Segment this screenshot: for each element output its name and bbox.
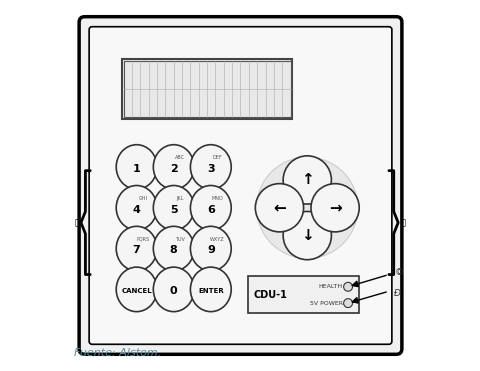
Text: ↑: ↑ — [300, 173, 313, 187]
Bar — [247, 276, 359, 313]
Text: CDU-1: CDU-1 — [252, 290, 287, 300]
Text: 3: 3 — [206, 164, 214, 174]
Text: ←: ← — [273, 200, 285, 215]
Text: CANCEL: CANCEL — [121, 288, 152, 294]
Ellipse shape — [116, 186, 156, 230]
Text: ↓: ↓ — [300, 228, 313, 243]
Circle shape — [343, 299, 352, 308]
FancyBboxPatch shape — [89, 27, 391, 344]
Text: →: → — [328, 200, 341, 215]
Text: 5V POWER: 5V POWER — [309, 301, 342, 306]
Bar — [121, 59, 292, 119]
Text: ©: © — [394, 268, 403, 277]
Text: 1: 1 — [132, 164, 140, 174]
Circle shape — [255, 184, 303, 232]
Ellipse shape — [153, 267, 194, 312]
Text: 9: 9 — [206, 246, 214, 255]
Text: 6: 6 — [206, 205, 214, 214]
Ellipse shape — [153, 226, 194, 271]
Bar — [123, 61, 290, 117]
Ellipse shape — [153, 186, 194, 230]
Text: 4: 4 — [132, 205, 140, 214]
Text: Ⓐ: Ⓐ — [74, 218, 80, 227]
Ellipse shape — [116, 145, 156, 189]
Circle shape — [343, 282, 352, 291]
Text: Fuente: Alstom.: Fuente: Alstom. — [73, 348, 160, 358]
Circle shape — [283, 211, 331, 260]
Text: JKL: JKL — [176, 196, 184, 201]
Text: WXYZ: WXYZ — [210, 237, 224, 242]
Text: MNO: MNO — [211, 196, 223, 201]
Text: TUV: TUV — [175, 237, 185, 242]
Text: 0: 0 — [169, 286, 177, 296]
Text: ENTER: ENTER — [198, 288, 223, 294]
Ellipse shape — [116, 226, 156, 271]
Text: DEF: DEF — [212, 155, 222, 160]
FancyBboxPatch shape — [79, 17, 401, 354]
Text: HEALTH: HEALTH — [318, 284, 342, 289]
Ellipse shape — [190, 186, 231, 230]
Text: Ð: Ð — [394, 289, 401, 298]
Text: 7: 7 — [132, 246, 140, 255]
Ellipse shape — [116, 267, 156, 312]
Ellipse shape — [153, 145, 194, 189]
Text: ABC: ABC — [175, 155, 185, 160]
Ellipse shape — [190, 267, 231, 312]
Circle shape — [311, 184, 359, 232]
Text: 8: 8 — [169, 246, 177, 255]
Ellipse shape — [190, 226, 231, 271]
Text: Ⓑ: Ⓑ — [399, 218, 404, 227]
Text: PQRS: PQRS — [136, 237, 150, 242]
Text: 2: 2 — [169, 164, 177, 174]
Circle shape — [283, 156, 331, 204]
Text: GHI: GHI — [139, 196, 147, 201]
Ellipse shape — [190, 145, 231, 189]
Text: 5: 5 — [169, 205, 177, 214]
Ellipse shape — [256, 157, 357, 258]
